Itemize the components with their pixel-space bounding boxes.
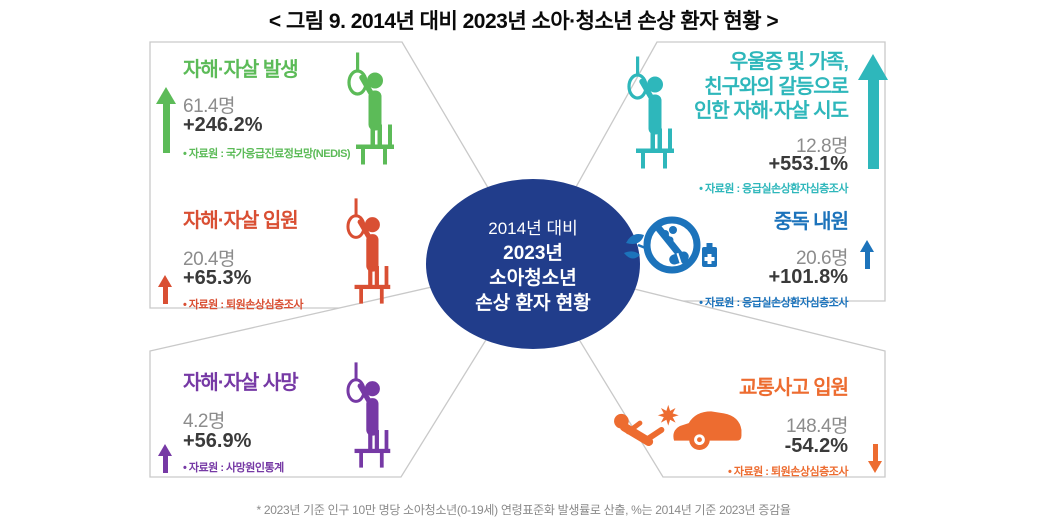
center-line: 2014년 대비: [488, 219, 578, 238]
change-value: +553.1%: [768, 153, 848, 175]
center-line: 소아청소년: [489, 268, 577, 289]
trend-up-arrow-icon: [858, 54, 888, 169]
data-source: • 자료원 : 응급실손상환자심층조사: [699, 183, 848, 195]
trend-up-arrow-icon: [158, 275, 172, 304]
trend-down-arrow-icon: [868, 444, 882, 485]
trend-up-arrow-icon: [156, 87, 176, 153]
footnote: * 2023년 기준 인구 10만 명당 소아청소년(0-19세) 연령표준화 …: [256, 503, 791, 517]
change-value: -54.2%: [784, 435, 848, 457]
section-suicide-attempt-depression-conflict: 우울증 및 가족, 친구와의 갈등으로 인한 자해·자살 시도 12.8명 +5…: [598, 46, 890, 196]
no-drugs-icon: [624, 216, 717, 274]
panel-bottom-left-outline: [149, 263, 535, 478]
rate-value: 20.6명: [796, 248, 848, 269]
rate-value: 20.4명: [183, 249, 235, 270]
section-title: 우울증 및 가족, 친구와의 갈등으로 인한 자해·자살 시도: [694, 51, 849, 122]
figure-title: < 그림 9. 2014년 대비 2023년 소아·청소년 손상 환자 현황 >: [268, 10, 779, 33]
rate-value: 61.4명: [183, 96, 235, 117]
section-self-harm-suicide-admission: 자해·자살 입원 20.4명 +65.3% • 자료원 : 퇴원손상심층조사: [150, 198, 415, 313]
section-title: 자해·자살 발생: [183, 59, 299, 81]
center-label: 2014년 대비 2023년 소아청소년 손상 환자 현황: [423, 210, 643, 322]
data-source: • 자료원 : 국가응급진료정보망(NEDIS): [183, 148, 351, 160]
section-title: 자해·자살 입원: [183, 210, 299, 232]
change-value: +65.3%: [183, 267, 252, 289]
center-circle: [426, 179, 640, 349]
rate-value: 4.2명: [183, 411, 225, 432]
trend-up-arrow-icon: [860, 240, 874, 269]
section-self-harm-suicide-occurrence: 자해·자살 발생 61.4명 +246.2% • 자료원 : 국가응급진료정보망…: [150, 50, 415, 175]
section-self-harm-suicide-death: 자해·자살 사망 4.2명 +56.9% • 자료원 : 사망원인통계: [150, 360, 415, 480]
data-source: • 자료원 : 응급실손상환자심층조사: [699, 297, 848, 309]
rate-value: 148.4명: [785, 416, 849, 437]
data-source: • 자료원 : 퇴원손상심층조사: [727, 466, 849, 478]
trend-up-arrow-icon: [158, 444, 172, 473]
change-value: +246.2%: [183, 114, 263, 136]
center-line: 손상 환자 현황: [475, 293, 591, 314]
change-value: +101.8%: [768, 266, 848, 288]
section-title: 교통사고 입원: [739, 377, 849, 399]
section-title: 자해·자살 사망: [183, 372, 299, 394]
change-value: +56.9%: [183, 430, 252, 452]
hanging-person-icon: [346, 198, 391, 304]
hanging-person-icon: [346, 362, 391, 468]
hanging-person-icon: [347, 52, 394, 165]
rate-value: 12.8명: [796, 136, 848, 157]
section-title: 중독 내원: [773, 211, 849, 233]
data-source: • 자료원 : 퇴원손상심층조사: [183, 299, 304, 311]
data-source: • 자료원 : 사망원인통계: [183, 462, 284, 474]
section-poisoning-visit: 중독 내원 20.6명 +101.8% • 자료원 : 응급실손상환자심층조사: [598, 196, 890, 309]
hanging-person-icon: [627, 56, 674, 169]
car-crash-icon: [614, 398, 742, 450]
section-traffic-accident-admission: 교통사고 입원 148.4명 -54.2% • 자료원 : 퇴원손상심층조사: [598, 358, 890, 480]
center-line: 2023년: [503, 243, 563, 264]
panel-bottom-right-outline: [531, 262, 886, 478]
